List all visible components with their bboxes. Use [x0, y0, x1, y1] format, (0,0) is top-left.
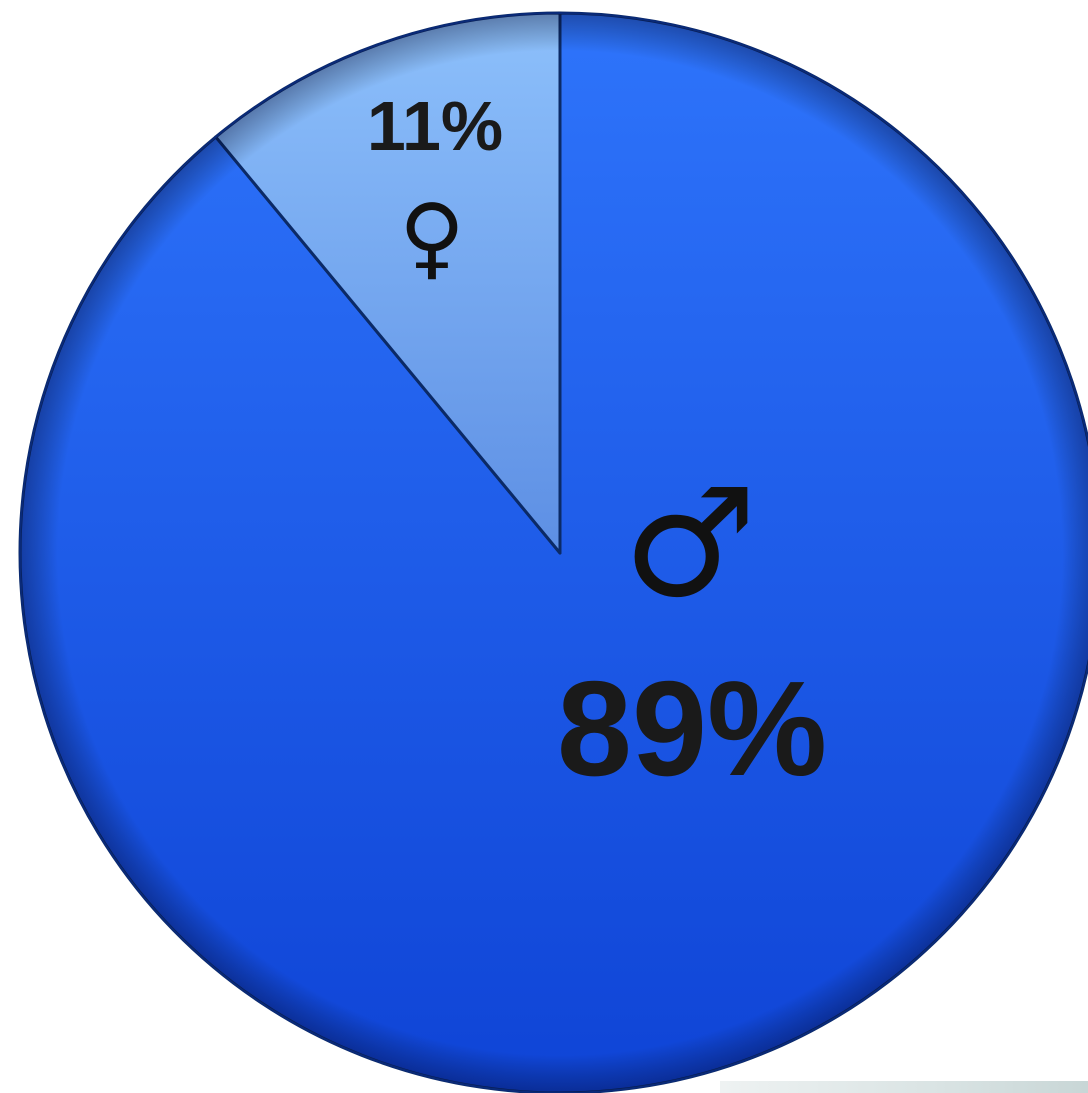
- slice-label-female-percent: 11%: [367, 87, 503, 165]
- pie-labels: 11% ♀ ♂ 89%: [367, 87, 827, 804]
- pie-rim-shading: [19, 12, 1088, 1093]
- pie-slices: [18, 11, 1088, 1093]
- female-symbol-icon: ♀: [399, 185, 465, 290]
- bottom-decor-strip: [720, 1081, 1088, 1093]
- slice-label-male-percent: 89%: [557, 653, 827, 804]
- male-symbol-icon: ♂: [623, 457, 757, 631]
